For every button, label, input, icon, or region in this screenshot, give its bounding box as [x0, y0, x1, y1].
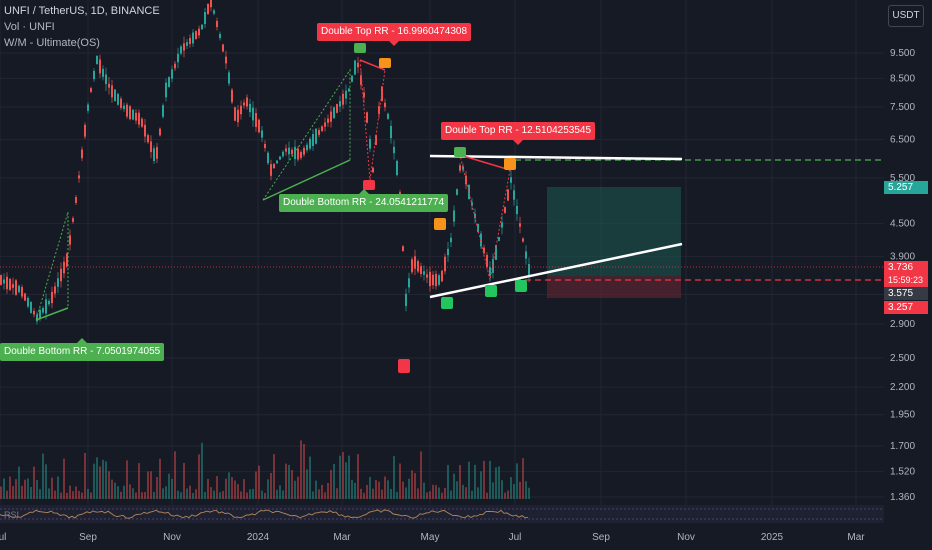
price-tick-label: 1.520 — [890, 467, 915, 478]
volume-legend: Vol · UNFI — [4, 21, 55, 33]
countdown-badge: 15:59:23 — [884, 274, 928, 287]
chart-grid — [0, 0, 884, 523]
signal-markers — [354, 43, 527, 373]
pattern-double-bottom-mid — [262, 68, 351, 201]
price-tick-label: 7.500 — [890, 102, 915, 113]
volume-bars — [0, 440, 530, 499]
price-tick-label: 1.360 — [890, 492, 915, 503]
entry-price-badge: 3.575 — [884, 287, 928, 300]
time-tick-label: Jul — [509, 532, 522, 543]
annotation-double-top-2: Double Top RR - 12.5104253545 — [441, 122, 596, 145]
rsi-line — [0, 509, 529, 519]
time-tick-label: 2025 — [761, 532, 784, 543]
price-tick-label: 6.500 — [890, 135, 915, 146]
price-tick-label: 9.500 — [890, 48, 915, 59]
time-tick-label: Nov — [163, 532, 181, 543]
price-tick-label: 5.500 — [890, 173, 915, 184]
target-zone — [547, 187, 681, 276]
target-price-badge: 5.257 — [884, 181, 928, 194]
price-tick-label: 1.700 — [890, 441, 915, 452]
rsi-panel — [0, 505, 884, 523]
time-tick-label: 2024 — [247, 532, 270, 543]
support-trendline — [429, 242, 683, 299]
time-tick-label: Sep — [592, 532, 610, 543]
price-tick-label: 3.900 — [890, 251, 915, 262]
pattern-double-top-2 — [459, 154, 511, 281]
resistance-trendline — [429, 154, 683, 161]
annotation-double-bottom-2: Double Bottom RR - 7.0501974055 — [0, 338, 165, 361]
price-tick-label: 2.200 — [890, 382, 915, 393]
price-tick-label: 2.500 — [890, 353, 915, 364]
price-tick-label: 8.500 — [890, 73, 915, 84]
time-tick-label: May — [421, 532, 440, 543]
time-tick-label: Sep — [79, 532, 97, 543]
price-tick-label: 4.500 — [890, 219, 915, 230]
time-tick-label: Nov — [677, 532, 695, 543]
last-price-badge: 3.736 — [884, 261, 928, 274]
candlestick-series — [0, 0, 530, 325]
time-tick-label: Mar — [847, 532, 865, 543]
indicator-legend: W/M - Ultimate(OS) — [4, 37, 100, 49]
stop-price-badge: 3.257 — [884, 301, 928, 314]
currency-button[interactable]: USDT — [888, 5, 924, 27]
time-tick-label: Jul — [0, 532, 6, 543]
annotation-double-top-1: Double Top RR - 16.9960474308 — [317, 23, 472, 46]
rsi-label: RSI — [4, 510, 19, 520]
price-tick-label: 1.950 — [890, 410, 915, 421]
time-axis: Jul Sep Nov 2024 Mar May Jul Sep Nov 2025 Mar — [0, 532, 865, 543]
price-tick-label: 2.900 — [890, 319, 915, 330]
symbol-title[interactable]: UNFI / TetherUS, 1D, BINANCE — [4, 5, 160, 17]
stop-zone — [547, 276, 681, 298]
time-tick-label: Mar — [333, 532, 351, 543]
annotation-double-bottom-1: Double Bottom RR - 24.0541211774 — [279, 189, 449, 212]
